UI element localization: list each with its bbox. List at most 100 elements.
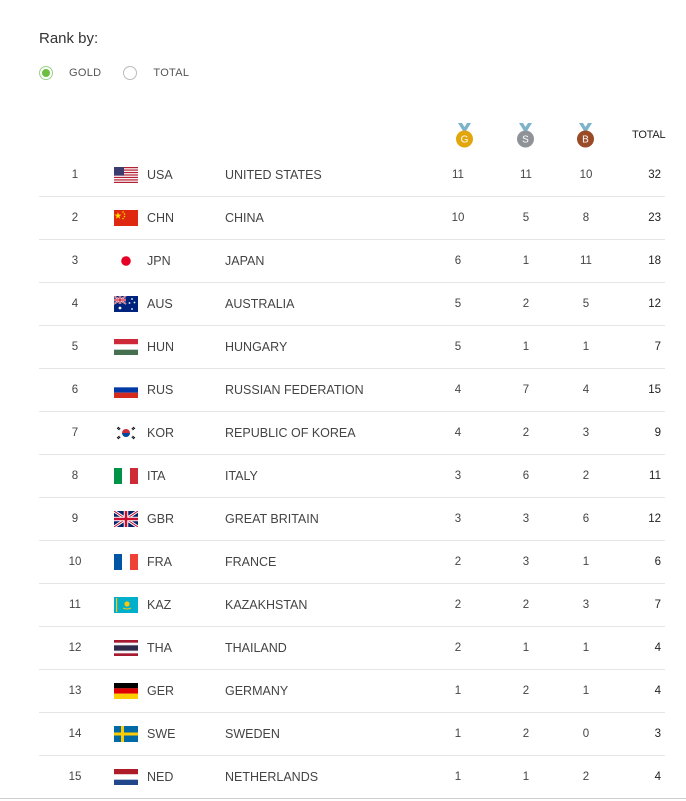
country-code: NED: [147, 769, 174, 784]
total-count: 23: [648, 211, 661, 224]
table-bottom-border: [0, 798, 686, 799]
total-radio-label[interactable]: TOTAL: [153, 67, 190, 79]
total-count: 9: [654, 426, 661, 439]
kazakhstan-flag-icon: [114, 596, 138, 613]
table-row[interactable]: 3 JPN JAPAN 6 1 11 18: [39, 239, 665, 283]
table-row[interactable]: 11 KAZ KAZAKHSTAN 2 2 3 7: [39, 583, 665, 627]
bronze-count: 1: [582, 641, 590, 654]
bronze-count: 5: [582, 297, 590, 310]
thailand-flag-icon: [114, 639, 138, 656]
silver-count: 1: [522, 770, 530, 783]
gold-count: 11: [452, 168, 464, 181]
table-row[interactable]: 14 SWE SWEDEN 1 2 0 3: [39, 712, 665, 756]
table-row[interactable]: 2 CHN CHINA 10 5 8 23: [39, 196, 665, 240]
total-count: 6: [654, 555, 661, 568]
country-name[interactable]: KAZAKHSTAN: [225, 597, 308, 612]
gold-count: 4: [454, 426, 462, 439]
bronze-count: 6: [582, 512, 590, 525]
country-name[interactable]: FRANCE: [225, 554, 277, 569]
country-name[interactable]: HUNGARY: [225, 339, 288, 354]
total-radio[interactable]: TOTAL: [123, 66, 189, 80]
gold-count: 5: [454, 297, 462, 310]
bronze-count: 2: [582, 770, 590, 783]
country-name[interactable]: THAILAND: [225, 640, 287, 655]
country-code: CHN: [147, 210, 175, 225]
table-row[interactable]: 7 KOR REPUBLIC OF KOREA 4 2 3 9: [39, 411, 665, 455]
country-name[interactable]: ITALY: [225, 468, 258, 483]
hungary-flag-icon: [114, 338, 138, 355]
silver-medal-icon: S: [517, 123, 534, 148]
table-row[interactable]: 12 THA THAILAND 2 1 1 4: [39, 626, 665, 670]
table-row[interactable]: 9 GBR GREAT BRITAIN 3 3 6 12: [39, 497, 665, 541]
country-name[interactable]: GREAT BRITAIN: [225, 511, 319, 526]
gold-count: 3: [454, 469, 462, 482]
country-code: RUS: [147, 382, 174, 397]
silver-count: 1: [522, 641, 530, 654]
gold-radio[interactable]: GOLD: [39, 66, 101, 80]
total-count: 11: [649, 469, 661, 482]
bronze-count: 10: [579, 168, 593, 181]
table-row[interactable]: 5 HUN HUNGARY 5 1 1 7: [39, 325, 665, 369]
country-name[interactable]: RUSSIAN FEDERATION: [225, 382, 364, 397]
total-count: 4: [654, 770, 661, 783]
country-name[interactable]: GERMANY: [225, 683, 289, 698]
rank-cell: 3: [71, 254, 79, 267]
rank-cell: 14: [68, 727, 82, 740]
silver-count: 2: [522, 598, 530, 611]
country-name[interactable]: AUSTRALIA: [225, 296, 295, 311]
svg-text:B: B: [582, 135, 589, 146]
table-row[interactable]: 4 AUS AUSTRALIA 5 2 5 12: [39, 282, 665, 326]
total-count: 4: [654, 641, 661, 654]
rank-cell: 7: [71, 426, 79, 439]
country-name[interactable]: UNITED STATES: [225, 167, 322, 182]
rank-cell: 12: [68, 641, 82, 654]
table-row[interactable]: 15 NED NETHERLANDS 1 1 2 4: [39, 755, 665, 799]
silver-count: 2: [522, 727, 530, 740]
silver-count: 2: [522, 684, 530, 697]
country-code: FRA: [147, 554, 172, 569]
bronze-count: 8: [582, 211, 590, 224]
table-row[interactable]: 6 RUS RUSSIAN FEDERATION 4 7 4 15: [39, 368, 665, 412]
country-name[interactable]: CHINA: [225, 210, 264, 225]
gold-count: 1: [454, 684, 462, 697]
gold-count: 1: [454, 770, 462, 783]
radio-unchecked-icon[interactable]: [123, 66, 138, 80]
silver-count: 3: [522, 555, 530, 568]
rank-cell: 10: [68, 555, 82, 568]
gold-count: 3: [454, 512, 462, 525]
bronze-count: 3: [582, 598, 590, 611]
bronze-count: 1: [582, 340, 590, 353]
gold-count: 6: [454, 254, 462, 267]
country-code: ITA: [147, 468, 166, 483]
total-count: 7: [654, 340, 661, 353]
rank-cell: 9: [71, 512, 79, 525]
gold-radio-label[interactable]: GOLD: [69, 67, 102, 79]
total-count: 18: [648, 254, 661, 267]
table-row[interactable]: 1 USA UNITED STATES 11 11 10 32: [39, 153, 665, 197]
country-name[interactable]: NETHERLANDS: [225, 769, 319, 784]
rank-by-options: GOLD TOTAL: [39, 66, 211, 80]
gold-count: 2: [454, 598, 462, 611]
gb-flag-icon: [114, 510, 138, 527]
table-row[interactable]: 10 FRA FRANCE 2 3 1 6: [39, 540, 665, 584]
country-code: GER: [147, 683, 175, 698]
australia-flag-icon: [114, 295, 138, 312]
table-row[interactable]: 8 ITA ITALY 3 6 2 11: [39, 454, 665, 498]
country-name[interactable]: SWEDEN: [225, 726, 280, 741]
rank-cell: 4: [71, 297, 79, 310]
country-code: AUS: [147, 296, 173, 311]
total-count: 4: [654, 684, 661, 697]
radio-checked-icon[interactable]: [39, 66, 53, 80]
rank-cell: 13: [68, 684, 82, 697]
country-name[interactable]: JAPAN: [225, 253, 265, 268]
gold-medal-icon: G: [456, 123, 473, 148]
silver-count: 11: [520, 168, 532, 181]
country-name[interactable]: REPUBLIC OF KOREA: [225, 425, 356, 440]
country-code: THA: [147, 640, 172, 655]
bronze-count: 4: [582, 383, 590, 396]
total-count: 15: [648, 383, 661, 396]
rank-cell: 11: [69, 598, 81, 611]
china-flag-icon: [114, 209, 138, 226]
table-row[interactable]: 13 GER GERMANY 1 2 1 4: [39, 669, 665, 713]
silver-count: 2: [522, 426, 530, 439]
